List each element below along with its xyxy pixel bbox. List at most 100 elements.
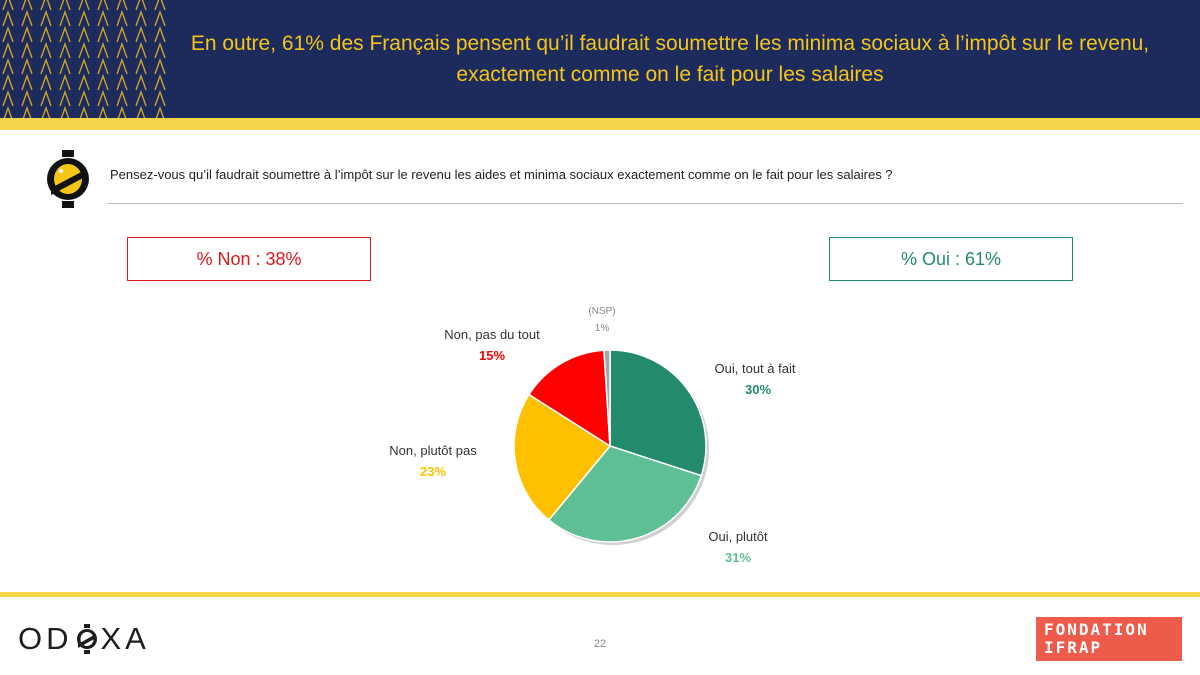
fondation-ifrap-logo: FONDATION IFRAP <box>1036 617 1182 661</box>
chevron-decoration <box>97 73 109 91</box>
chevron-decoration <box>78 9 90 27</box>
chevron-decoration <box>59 0 71 11</box>
chevron-decoration <box>135 25 147 43</box>
chevron-decoration <box>135 89 147 107</box>
chevron-decoration <box>2 25 14 43</box>
pie-slice-label: Non, plutôt pas <box>389 443 477 458</box>
header-banner: En outre, 61% des Français pensent qu’il… <box>0 0 1200 118</box>
chevron-decoration <box>21 0 33 11</box>
summary-oui-label: % Oui : 61% <box>900 248 1002 269</box>
chevron-decoration <box>116 0 128 11</box>
footer-stripe <box>0 592 1200 597</box>
chevron-decoration <box>78 57 90 75</box>
pie-slice <box>513 393 612 522</box>
odoxa-logo-text-end: XA <box>100 621 150 656</box>
odoxa-o-icon <box>76 624 97 654</box>
chevron-decoration <box>135 41 147 59</box>
page-title: En outre, 61% des Français pensent qu’il… <box>190 32 1150 86</box>
chevron-decoration <box>2 41 14 59</box>
chevron-decoration <box>78 0 90 11</box>
chevron-decoration <box>2 57 14 75</box>
chevron-decoration <box>155 105 165 118</box>
pie-slice <box>603 349 611 447</box>
chevron-decoration <box>135 57 147 75</box>
chevron-decoration <box>59 25 71 43</box>
summary-non-label: % Non : 38% <box>196 248 302 269</box>
chevron-decoration <box>116 57 128 75</box>
odoxa-logo-text-start: OD <box>18 621 73 656</box>
chevron-decoration <box>154 0 166 11</box>
chevron-decoration <box>78 25 90 43</box>
chevron-decoration <box>40 9 52 27</box>
chevron-decoration <box>97 9 109 27</box>
chevron-decoration <box>117 105 127 118</box>
summary-non-box: % Non : 38% <box>127 237 371 281</box>
chevron-decoration <box>41 105 51 118</box>
chevron-decoration <box>40 73 52 91</box>
chevron-decoration <box>116 41 128 59</box>
chevron-decoration <box>135 9 147 27</box>
chevron-decoration <box>21 89 33 107</box>
chevron-decoration <box>78 41 90 59</box>
question-text: Pensez-vous qu’il faudrait soumettre à l… <box>110 167 893 182</box>
chevron-decoration <box>21 25 33 43</box>
pie-slice <box>547 445 703 543</box>
chevron-decoration <box>59 41 71 59</box>
chevron-decoration <box>78 89 90 107</box>
question-divider <box>108 203 1183 204</box>
summary-oui-box: % Oui : 61% <box>829 237 1073 281</box>
pie-slice-value-label: 1% <box>595 323 610 334</box>
chevron-decoration <box>22 105 32 118</box>
chevron-decoration <box>97 57 109 75</box>
chevron-decoration <box>136 105 146 118</box>
chevron-decoration <box>2 9 14 27</box>
chevron-decoration <box>116 25 128 43</box>
chevron-decoration <box>59 89 71 107</box>
chevron-decoration <box>2 89 14 107</box>
chevron-decoration <box>40 25 52 43</box>
chevron-decoration <box>21 73 33 91</box>
chevron-decoration <box>98 105 108 118</box>
chevron-decoration <box>60 105 70 118</box>
pie-slice <box>527 349 611 448</box>
pie-slice-label: Oui, tout à fait <box>715 361 796 376</box>
chevron-decoration <box>78 73 90 91</box>
chevron-decoration <box>40 89 52 107</box>
fondation-logo-line1: FONDATION <box>1044 620 1149 639</box>
chevron-decoration <box>116 9 128 27</box>
chevron-decoration <box>40 57 52 75</box>
chevron-decoration <box>135 0 147 11</box>
chevron-decoration <box>21 41 33 59</box>
pie-slice <box>609 349 707 477</box>
chevron-decoration <box>154 25 166 43</box>
chevron-decoration <box>116 89 128 107</box>
odoxa-badge-icon <box>47 150 89 208</box>
pie-slice-value-label: 30% <box>745 382 771 397</box>
chevron-decoration <box>2 0 14 11</box>
chevron-decoration <box>154 73 166 91</box>
chevron-decoration <box>2 73 14 91</box>
chevron-decoration <box>97 41 109 59</box>
chevron-decoration <box>97 0 109 11</box>
header-stripe <box>0 118 1200 130</box>
pie-slice-label: Non, pas du tout <box>444 327 540 342</box>
chevron-decoration <box>97 25 109 43</box>
chevron-decoration <box>79 105 89 118</box>
pie-slice-value-label: 23% <box>420 464 446 479</box>
chevron-decoration <box>21 9 33 27</box>
page-number: 22 <box>593 638 607 650</box>
chevron-pattern-decoration <box>2 0 166 118</box>
odoxa-logo: OD XA <box>18 621 150 657</box>
chevron-decoration <box>40 0 52 11</box>
pie-slice-value-label: 31% <box>725 550 751 565</box>
fondation-logo-line2: IFRAP <box>1044 638 1103 657</box>
chevron-decoration <box>135 73 147 91</box>
chevron-decoration <box>59 57 71 75</box>
pie-slice-label: (NSP) <box>588 306 615 317</box>
chevron-decoration <box>154 9 166 27</box>
chevron-decoration <box>154 89 166 107</box>
chevron-decoration <box>97 89 109 107</box>
chevron-decoration <box>3 105 13 118</box>
chevron-decoration <box>59 9 71 27</box>
